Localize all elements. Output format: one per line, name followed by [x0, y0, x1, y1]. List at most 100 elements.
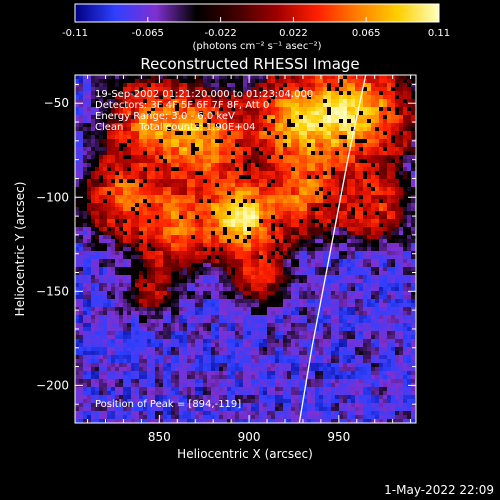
heatmap-cell	[399, 243, 403, 247]
heatmap-cell	[255, 219, 259, 223]
heatmap-cell	[375, 187, 379, 191]
heatmap-cell	[375, 251, 379, 255]
heatmap-cell	[119, 287, 123, 291]
heatmap-cell	[159, 167, 163, 171]
heatmap-cell	[127, 231, 131, 235]
heatmap-cell	[255, 139, 259, 143]
heatmap-cell	[143, 179, 147, 183]
heatmap-cell	[239, 243, 243, 247]
heatmap-cell	[395, 191, 399, 195]
heatmap-cell	[387, 259, 391, 263]
heatmap-cell	[263, 147, 267, 151]
heatmap-cell	[119, 163, 123, 167]
heatmap-cell	[171, 183, 175, 187]
heatmap-cell	[295, 143, 299, 147]
heatmap-cell	[383, 95, 387, 99]
heatmap-cell	[335, 167, 339, 171]
heatmap-cell	[379, 175, 383, 179]
heatmap-cell	[367, 211, 371, 215]
heatmap-cell	[383, 231, 387, 235]
heatmap-cell	[115, 111, 119, 115]
heatmap-cell	[335, 287, 339, 291]
heatmap-cell	[291, 191, 295, 195]
heatmap-cell	[387, 263, 391, 267]
heatmap-cell	[411, 287, 415, 291]
heatmap-cell	[279, 123, 283, 127]
heatmap-cell	[75, 127, 79, 131]
heatmap-cell	[307, 107, 311, 111]
heatmap-cell	[191, 267, 195, 271]
heatmap-cell	[327, 87, 331, 91]
heatmap-cell	[203, 243, 207, 247]
heatmap-cell	[367, 231, 371, 235]
heatmap-cell	[263, 267, 267, 271]
heatmap-cell	[255, 107, 259, 111]
heatmap-cell	[199, 123, 203, 127]
heatmap-cell	[143, 235, 147, 239]
heatmap-cell	[243, 191, 247, 195]
heatmap-cell	[291, 247, 295, 251]
heatmap-cell	[195, 255, 199, 259]
heatmap-cell	[403, 147, 407, 151]
heatmap-cell	[315, 175, 319, 179]
heatmap-cell	[279, 223, 283, 227]
heatmap-cell	[379, 103, 383, 107]
heatmap-cell	[195, 175, 199, 179]
heatmap-cell	[303, 283, 307, 287]
heatmap-cell	[367, 171, 371, 175]
heatmap-cell	[375, 163, 379, 167]
heatmap-cell	[267, 239, 271, 243]
heatmap-cell	[407, 123, 411, 127]
heatmap-cell	[283, 215, 287, 219]
heatmap-cell	[347, 295, 351, 299]
heatmap-cell	[187, 79, 191, 83]
heatmap-cell	[119, 147, 123, 151]
heatmap-cell	[363, 143, 367, 147]
heatmap-cell	[191, 291, 195, 295]
heatmap-cell	[195, 155, 199, 159]
heatmap-cell	[311, 195, 315, 199]
heatmap-cell	[115, 223, 119, 227]
heatmap-cell	[335, 195, 339, 199]
heatmap-cell	[235, 287, 239, 291]
heatmap-cell	[263, 279, 267, 283]
heatmap-cell	[163, 127, 167, 131]
heatmap-cell	[95, 119, 99, 123]
heatmap-cell	[347, 291, 351, 295]
heatmap-cell	[163, 299, 167, 303]
heatmap-cell	[135, 267, 139, 271]
heatmap-cell	[95, 275, 99, 279]
heatmap-cell	[335, 279, 339, 283]
heatmap-cell	[407, 275, 411, 279]
heatmap-cell	[243, 123, 247, 127]
heatmap-cell	[195, 279, 199, 283]
heatmap-cell	[395, 179, 399, 183]
heatmap-cell	[287, 199, 291, 203]
heatmap-cell	[115, 179, 119, 183]
heatmap-cell	[307, 231, 311, 235]
heatmap-cell	[295, 195, 299, 199]
heatmap-cell	[131, 119, 135, 123]
heatmap-cell	[187, 147, 191, 151]
heatmap-cell	[323, 247, 327, 251]
heatmap-cell	[159, 183, 163, 187]
heatmap-cell	[267, 299, 271, 303]
heatmap-cell	[127, 259, 131, 263]
heatmap-cell	[339, 243, 343, 247]
heatmap-cell	[99, 147, 103, 151]
heatmap-cell	[351, 235, 355, 239]
heatmap-cell	[147, 207, 151, 211]
heatmap-cell	[135, 183, 139, 187]
heatmap-cell	[247, 107, 251, 111]
heatmap-cell	[127, 171, 131, 175]
heatmap-cell	[187, 279, 191, 283]
heatmap-cell	[367, 247, 371, 251]
heatmap-cell	[259, 99, 263, 103]
heatmap-cell	[407, 271, 411, 275]
heatmap-cell	[403, 95, 407, 99]
heatmap-cell	[83, 279, 87, 283]
heatmap-cell	[167, 75, 171, 79]
heatmap-cell	[323, 231, 327, 235]
heatmap-cell	[195, 283, 199, 287]
heatmap-cell	[279, 287, 283, 291]
